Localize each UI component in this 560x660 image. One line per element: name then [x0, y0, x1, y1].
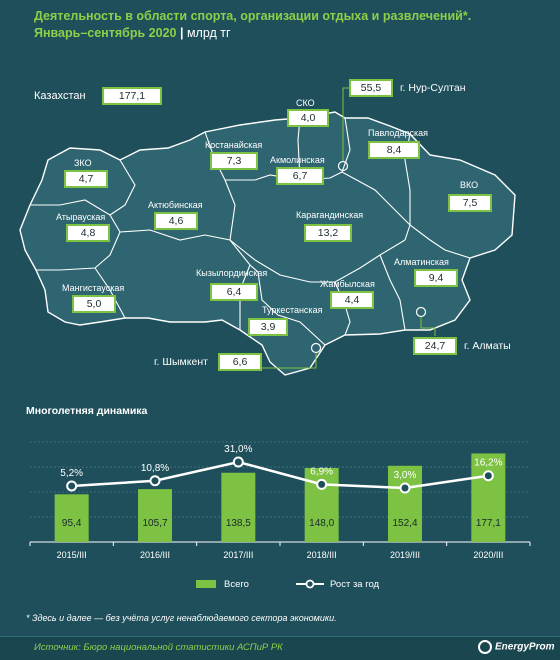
title-unit: млрд тг [186, 26, 231, 40]
growth-point [149, 475, 161, 487]
region-value-atyrau: 4,8 [66, 224, 110, 242]
region-value-karaganda: 13,2 [304, 224, 352, 242]
region-value-zhambyl: 4,4 [330, 291, 374, 309]
bar-label: 177,1 [476, 518, 501, 529]
region-value-sko: 4,0 [287, 109, 329, 127]
region-label-pavlodar: Павлодарская [368, 128, 428, 138]
region-value-nur-sultan: 55,5 [349, 79, 393, 97]
logo-icon [478, 640, 492, 654]
map-outline [19, 111, 516, 376]
region-value-kyzylorda: 6,4 [210, 283, 258, 301]
region-label-kostanay: Костанайская [205, 140, 263, 150]
bar-label: 95,4 [62, 518, 82, 529]
growth-label: 6,9% [310, 466, 333, 477]
legend-line-swatch [296, 580, 324, 589]
region-label-mangistau: Мангистауская [62, 283, 125, 293]
x-tick-label: 2019/III [390, 550, 420, 560]
region-label-karaganda: Карагандинская [296, 210, 364, 220]
kazakhstan-map [19, 87, 516, 376]
country-value: 177,1 [102, 87, 162, 105]
energyprom-logo: EnergyProm [478, 640, 554, 654]
region-value-akmola: 6,7 [276, 167, 324, 185]
source-text: Бюро национальной статистики АСПиР РК [83, 642, 283, 653]
growth-label: 16,2% [474, 458, 502, 469]
legend-bar-swatch [196, 580, 216, 589]
footnote: * Здесь и далее — без учёта услуг ненабл… [26, 613, 337, 623]
source-bar [0, 636, 560, 660]
region-label-kyzylorda: Кызылординская [196, 268, 268, 278]
region-label-zko: ЗКО [74, 158, 92, 168]
region-label-shymkent: г. Шымкент [154, 356, 208, 368]
bar-label: 148,0 [309, 518, 334, 529]
region-borders [30, 117, 471, 346]
region-label-sko: СКО [296, 98, 315, 108]
page-title: Деятельность в области спорта, организац… [34, 8, 471, 42]
title-line-1: Деятельность в области спорта, организац… [34, 9, 472, 23]
legend-bar-label: Всего [224, 579, 249, 590]
country-label: Казахстан [34, 90, 86, 102]
growth-label: 5,2% [60, 468, 83, 479]
growth-point [482, 470, 494, 482]
x-tick-label: 2016/III [140, 550, 170, 560]
region-value-zko: 4,7 [64, 170, 108, 188]
source: Источник: Бюро национальной статистики А… [34, 642, 283, 653]
region-label-zhambyl: Жамбылская [320, 279, 375, 289]
region-value-pavlodar: 8,4 [368, 141, 420, 159]
region-label-atyrau: Атырауская [56, 212, 106, 222]
region-value-kostanay: 7,3 [210, 152, 258, 170]
region-label-akmola: Акмолинская [270, 155, 325, 165]
legend-line-label: Рост за год [330, 579, 380, 590]
region-label-aktobe: Актюбинская [148, 200, 203, 210]
growth-line [71, 460, 489, 490]
marker-almaty [415, 306, 427, 318]
growth-label: 3,0% [394, 470, 417, 481]
bar-2015/III [54, 494, 89, 542]
bar-2016/III [138, 489, 172, 542]
legend-line: Рост за год [296, 579, 379, 590]
bar-label: 105,7 [142, 518, 167, 529]
region-label-turkestan: Туркестанская [262, 305, 323, 315]
region-value-almaty-region: 9,4 [414, 269, 458, 287]
growth-label: 10,8% [141, 463, 169, 474]
bar-label: 152,4 [392, 518, 417, 529]
logo-text: EnergyProm [495, 641, 555, 653]
bar-2019/III [388, 465, 422, 542]
title-separator: | [179, 26, 184, 40]
source-label: Источник: [34, 642, 81, 653]
bar-2017/III [221, 472, 256, 542]
title-period: Январь–сентябрь 2020 [34, 26, 177, 40]
dynamics-title: Многолетняя динамика [26, 405, 148, 417]
growth-point [66, 480, 78, 492]
marker-nur-sultan [337, 160, 349, 172]
city-markers [310, 160, 427, 354]
x-tick-label: 2017/III [223, 550, 253, 560]
title-line-2: Январь–сентябрь 2020 | млрд тг [34, 25, 471, 42]
dynamics-chart: 95,4 2015/III 105,7 2016/III 138,5 2017/III 14… [29, 441, 531, 560]
growth-point [399, 482, 411, 494]
bar-2020/III [471, 453, 506, 542]
region-value-vko: 7,5 [448, 194, 492, 212]
x-tick-label: 2020/III [473, 550, 503, 560]
growth-point [232, 456, 244, 468]
region-value-shymkent: 6,6 [218, 353, 262, 371]
region-label-nur-sultan: г. Нур-Султан [400, 82, 466, 94]
growth-point [316, 478, 328, 490]
growth-label: 31,0% [224, 444, 252, 455]
legend-bar: Всего [196, 579, 249, 590]
region-label-vko: ВКО [460, 180, 479, 190]
x-tick-label: 2018/III [307, 550, 337, 560]
marker-shymkent [310, 342, 322, 354]
region-value-aktobe: 4,6 [154, 212, 198, 230]
bar-label: 138,5 [226, 518, 251, 529]
region-value-mangistau: 5,0 [72, 295, 116, 313]
x-tick-label: 2015/III [57, 550, 87, 560]
region-label-almaty-city: г. Алматы [464, 340, 511, 352]
region-value-turkestan: 3,9 [248, 318, 288, 336]
region-value-almaty-city: 24,7 [413, 337, 457, 355]
region-label-almaty-region: Алматинская [394, 257, 449, 267]
